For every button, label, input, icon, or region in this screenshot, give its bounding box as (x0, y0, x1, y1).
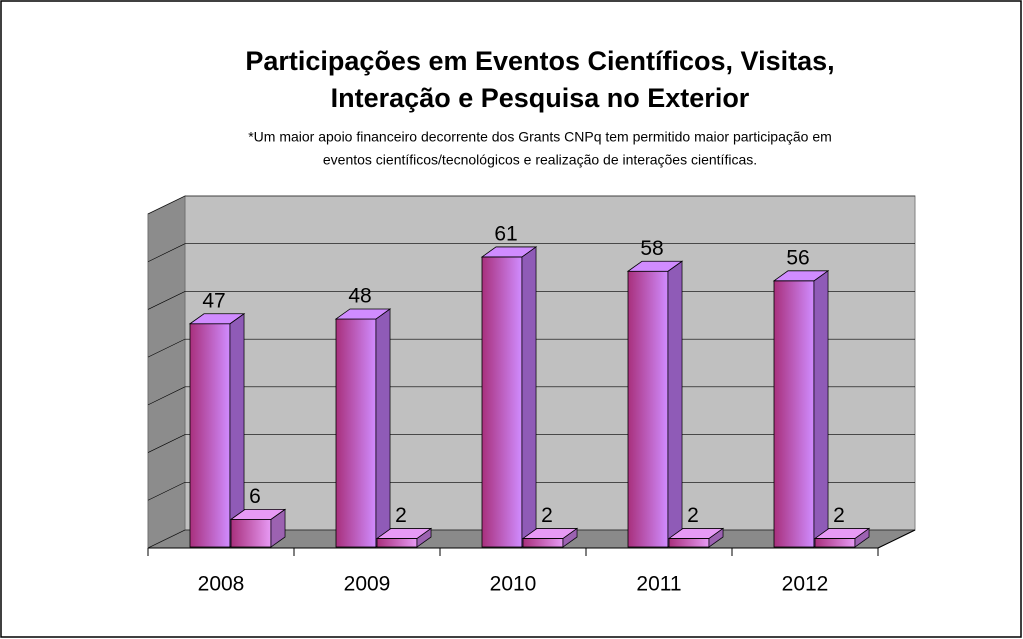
bar-top (813, 528, 871, 539)
chart-title: Interação e Pesquisa no Exterior (331, 83, 750, 113)
x-tick-label: 2010 (490, 573, 537, 596)
bar-front (814, 538, 856, 548)
data-label: 6 (249, 485, 261, 508)
bar-side-shade (417, 528, 431, 547)
side-wall (147, 195, 186, 549)
bar (667, 527, 725, 548)
bar-side-shade (814, 270, 828, 547)
data-label: 2 (541, 504, 553, 527)
bar-front (481, 256, 523, 548)
bar (375, 527, 433, 548)
bar (813, 527, 871, 548)
data-label: 56 (786, 246, 809, 269)
data-label: 61 (494, 222, 517, 245)
bar (772, 270, 830, 548)
bar-front (335, 318, 377, 548)
bar (188, 312, 246, 548)
data-label: 2 (833, 504, 845, 527)
x-tick-label: 2008 (198, 573, 245, 596)
bar (521, 527, 579, 548)
bar-front (627, 270, 669, 548)
grid-line (147, 195, 915, 215)
bar (480, 246, 538, 548)
bar-front (522, 538, 564, 548)
bar-top (480, 246, 538, 258)
data-label: 58 (640, 237, 663, 260)
bar-front (668, 538, 710, 548)
x-axis-depth (877, 529, 916, 549)
data-label: 2 (687, 504, 699, 527)
bar-top (772, 270, 830, 282)
x-tick-label: 2012 (782, 573, 829, 596)
data-label: 47 (202, 289, 225, 312)
bar-front (376, 538, 418, 548)
bar-side-shade (709, 528, 723, 547)
bar (229, 508, 287, 548)
bar (626, 260, 684, 548)
bar-side-shade (230, 313, 244, 547)
bar-top (521, 528, 579, 539)
bar (334, 308, 392, 548)
bar-side-shade (668, 261, 682, 547)
x-tick-label: 2011 (636, 573, 681, 596)
bar-top (667, 528, 725, 539)
chart-title: Participações em Eventos Científicos, Vi… (245, 46, 834, 76)
bar-side-shade (376, 308, 390, 547)
bar-side-shade (563, 528, 577, 547)
bar-front (773, 280, 815, 548)
bar-top (188, 313, 246, 325)
bar-top (229, 508, 287, 520)
bar-front (230, 518, 272, 548)
data-label: 48 (348, 285, 371, 308)
bar-front (189, 323, 231, 548)
data-label: 2 (395, 504, 407, 527)
bar-side-shade (855, 528, 869, 547)
chart-subtitle: eventos científicos/tecnológicos e reali… (323, 152, 757, 168)
bar-side-shade (271, 509, 285, 547)
x-tick-label: 2009 (344, 573, 391, 596)
bar-top (375, 528, 433, 539)
grid-line (147, 243, 915, 262)
bar-top (334, 308, 392, 320)
bar-side-shade (522, 246, 536, 547)
chart-subtitle: *Um maior apoio financeiro decorrente do… (248, 129, 832, 145)
bar-top (626, 260, 684, 272)
